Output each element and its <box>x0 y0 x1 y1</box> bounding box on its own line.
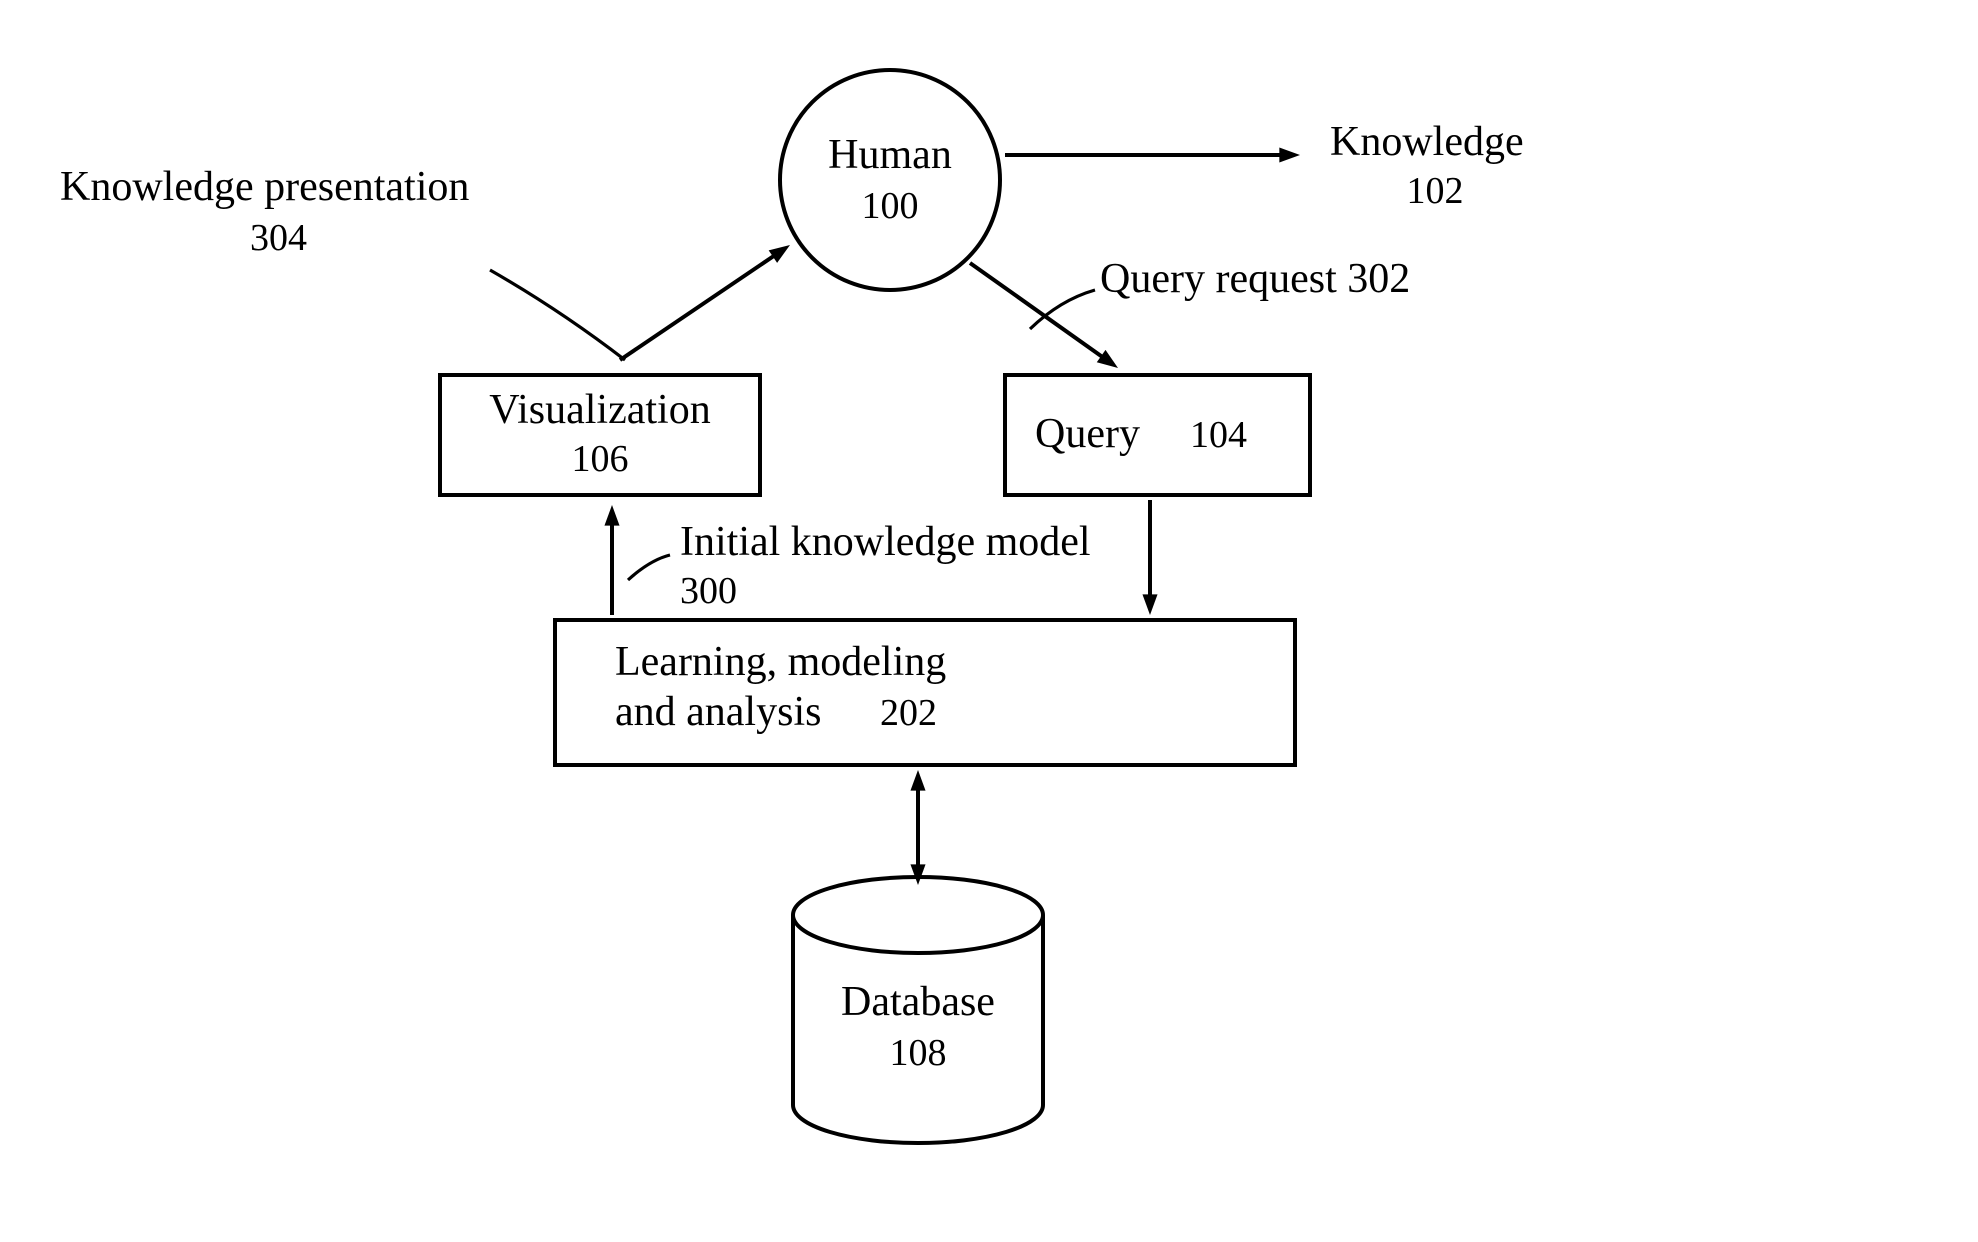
svg-text:100: 100 <box>862 185 919 227</box>
svg-text:304: 304 <box>250 217 307 259</box>
svg-text:Human: Human <box>828 132 952 178</box>
svg-text:106: 106 <box>572 438 629 480</box>
svg-text:104: 104 <box>1190 414 1247 456</box>
svg-text:Query: Query <box>1035 411 1140 457</box>
svg-text:102: 102 <box>1407 170 1464 212</box>
svg-text:Visualization: Visualization <box>489 387 710 433</box>
svg-text:300: 300 <box>680 570 737 612</box>
svg-text:Learning, modeling: Learning, modeling <box>615 639 946 685</box>
svg-text:202: 202 <box>880 692 937 734</box>
svg-text:and analysis: and analysis <box>615 689 821 735</box>
svg-text:Initial knowledge model: Initial knowledge model <box>680 519 1091 565</box>
svg-text:Query request 302: Query request 302 <box>1100 256 1410 302</box>
svg-text:Knowledge presentation: Knowledge presentation <box>60 164 469 210</box>
svg-text:Database: Database <box>841 979 995 1025</box>
svg-text:108: 108 <box>890 1032 947 1074</box>
svg-text:Knowledge: Knowledge <box>1330 119 1524 165</box>
